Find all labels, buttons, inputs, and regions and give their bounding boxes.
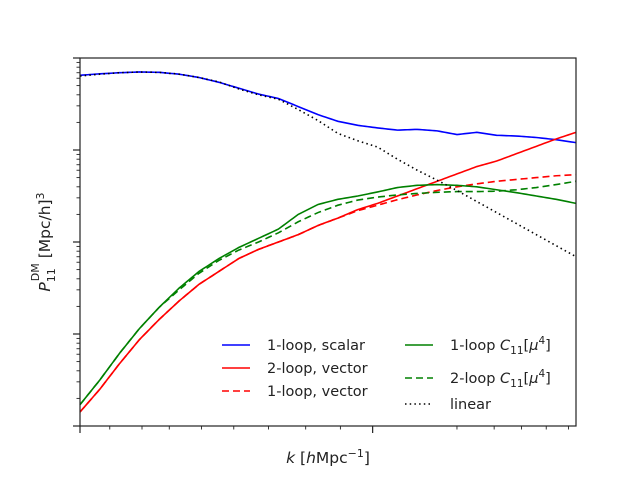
legend-label: 2-loop, vector <box>267 361 368 377</box>
legend-label: 1-loop C11[μ4] <box>450 335 551 357</box>
legend-label: 1-loop, vector <box>267 384 368 400</box>
series-line-2 <box>79 173 577 413</box>
y-axis-label: P11DM [Mpc/h]3 <box>29 192 58 291</box>
x-axis-label: k [hMpc−1] <box>286 447 370 467</box>
legend-item-0: 1-loop, scalar <box>222 338 365 354</box>
legend-item-2: 1-loop, vector <box>222 384 368 400</box>
legend-label: 2-loop C11[μ4] <box>450 368 551 390</box>
legend-item-4: 2-loop C11[μ4] <box>405 368 551 390</box>
series-line-5 <box>79 71 577 258</box>
legend-label: 1-loop, scalar <box>267 338 365 354</box>
series-line-3 <box>79 183 577 406</box>
legend: 1-loop, scalar 2-loop, vector 1-loop, vect… <box>222 335 551 413</box>
legend-item-5: linear <box>405 397 491 413</box>
series-line-0 <box>79 71 577 144</box>
legend-label: linear <box>450 397 491 413</box>
plot-frame <box>79 57 577 427</box>
series-line-4 <box>79 180 577 406</box>
legend-item-1: 2-loop, vector <box>222 361 368 377</box>
series-lines <box>79 71 577 413</box>
legend-item-3: 1-loop C11[μ4] <box>405 335 551 357</box>
